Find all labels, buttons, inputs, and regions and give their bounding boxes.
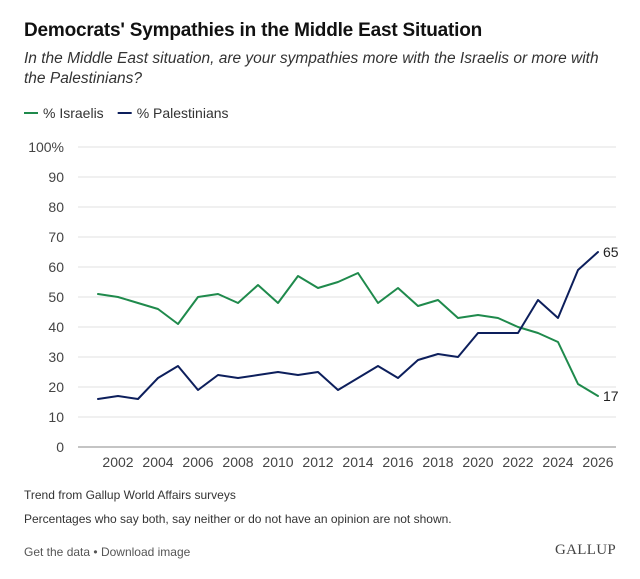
x-tick-label: 2004 <box>142 454 173 470</box>
legend-label: % Palestinians <box>137 105 229 121</box>
get-data-link[interactable]: Get the data <box>24 545 91 559</box>
y-tick-label: 70 <box>48 229 64 245</box>
chart-subtitle: In the Middle East situation, are your s… <box>24 50 599 87</box>
x-tick-label: 2010 <box>262 454 293 470</box>
x-tick-label: 2006 <box>182 454 213 470</box>
end-value-label: 65 <box>603 244 619 260</box>
y-tick-label: 10 <box>48 409 64 425</box>
x-tick-label: 2018 <box>422 454 453 470</box>
x-tick-label: 2022 <box>502 454 533 470</box>
series-line-israelis <box>97 272 599 397</box>
chart-title: Democrats' Sympathies in the Middle East… <box>24 20 483 41</box>
y-tick-label: 60 <box>48 259 64 275</box>
y-tick-label: 100% <box>28 139 64 155</box>
x-tick-label: 2008 <box>222 454 253 470</box>
x-tick-label: 2002 <box>102 454 133 470</box>
y-tick-label: 50 <box>48 289 64 305</box>
y-tick-label: 30 <box>48 349 64 365</box>
y-tick-label: 90 <box>48 169 64 185</box>
gallup-logo: GALLUP <box>555 542 616 558</box>
x-tick-label: 2016 <box>382 454 413 470</box>
download-image-link[interactable]: Download image <box>100 545 191 559</box>
y-tick-label: 20 <box>48 379 64 395</box>
y-tick-label: 80 <box>48 199 64 215</box>
y-tick-label: 0 <box>56 439 64 455</box>
x-tick-label: 2024 <box>542 454 573 470</box>
footer-links: Get the data • Download image <box>24 545 190 559</box>
x-tick-label: 2012 <box>302 454 333 470</box>
source-note: Trend from Gallup World Affairs surveys <box>24 488 236 502</box>
caveat-note: Percentages who say both, say neither or… <box>24 512 452 526</box>
y-tick-label: 40 <box>48 319 64 335</box>
series-line-palestinians <box>97 251 599 400</box>
legend-label: % Israelis <box>43 105 104 121</box>
line-chart: 0 10 20 30 40 50 60 70 80 90 100% 2002 2004 2006 2008 2… <box>24 105 619 470</box>
x-tick-label: 2026 <box>582 454 613 470</box>
x-tick-label: 2020 <box>462 454 493 470</box>
footer-separator: • <box>93 545 98 559</box>
x-tick-label: 2014 <box>342 454 373 470</box>
end-value-label: 17 <box>603 388 619 404</box>
